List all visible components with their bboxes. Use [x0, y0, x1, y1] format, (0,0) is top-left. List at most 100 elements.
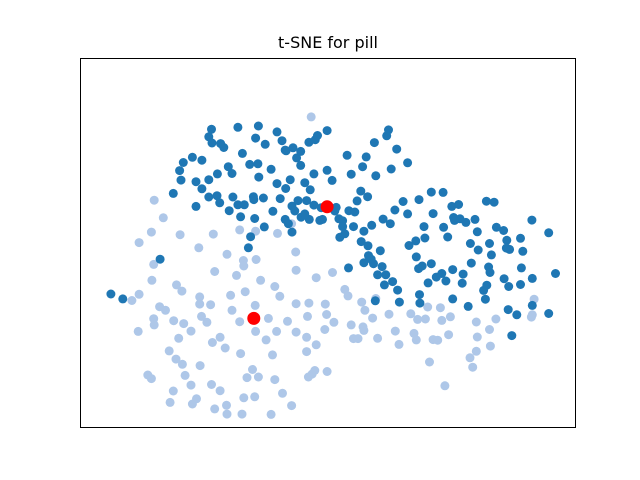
- scatter-point-class-a: [149, 259, 159, 269]
- scatter-point-class-a: [250, 300, 260, 310]
- scatter-point-class-b: [253, 121, 263, 131]
- scatter-point-class-b: [251, 133, 261, 143]
- scatter-point-class-a: [165, 397, 175, 407]
- scatter-point-class-b: [352, 196, 362, 206]
- scatter-point-class-a: [270, 282, 280, 291]
- scatter-point-class-a: [208, 229, 218, 239]
- scatter-point-class-a: [394, 339, 404, 349]
- scatter-point-class-b: [331, 202, 341, 212]
- scatter-point-class-b: [470, 214, 480, 224]
- scatter-point-class-b: [283, 219, 293, 229]
- scatter-point-class-a: [237, 409, 247, 419]
- scatter-point-class-b: [350, 207, 360, 217]
- scatter-point-class-b: [388, 277, 398, 287]
- scatter-point-class-a: [390, 326, 400, 336]
- scatter-point-class-a: [425, 357, 434, 367]
- scatter-point-class-b: [491, 222, 501, 232]
- scatter-point-class-b: [204, 192, 214, 202]
- scatter-point-class-b: [292, 153, 302, 163]
- scatter-point-class-b: [207, 138, 217, 148]
- scatter-point-class-a: [302, 347, 312, 357]
- scatter-point-class-a: [220, 343, 230, 353]
- scatter-point-class-b: [441, 276, 451, 286]
- scatter-point-class-a: [270, 375, 280, 385]
- scatter-point-class-b: [472, 227, 482, 237]
- scatter-point-class-b: [415, 290, 424, 300]
- scatter-point-class-b: [379, 280, 389, 290]
- scatter-point-class-b: [404, 241, 414, 250]
- scatter-point-class-b: [356, 186, 366, 196]
- scatter-point-class-a: [445, 312, 455, 322]
- scatter-point-class-a: [250, 392, 260, 402]
- scatter-point-class-b: [414, 195, 424, 205]
- scatter-point-class-a: [357, 297, 367, 307]
- scatter-point-class-a: [235, 317, 245, 327]
- scatter-point-class-b: [118, 294, 128, 304]
- scatter-point-class-b: [461, 217, 471, 227]
- scatter-point-class-a: [359, 325, 369, 335]
- scatter-point-class-b: [485, 268, 495, 277]
- scatter-point-class-b: [266, 164, 276, 174]
- scatter-point-class-b: [544, 309, 554, 318]
- scatter-point-class-b: [313, 131, 322, 140]
- scatter-point-class-b: [285, 175, 295, 185]
- scatter-point-class-a: [303, 311, 312, 321]
- scatter-point-class-b: [447, 201, 457, 211]
- scatter-point-class-b: [249, 195, 259, 205]
- scatter-point-class-a: [266, 409, 276, 419]
- scatter-point-class-b: [309, 169, 319, 179]
- scatter-point-class-a: [368, 313, 378, 323]
- scatter-point-class-a: [440, 381, 450, 391]
- scatter-point-class-a: [384, 309, 394, 319]
- scatter-point-class-a: [320, 325, 330, 334]
- scatter-point-class-b: [450, 215, 459, 225]
- scatter-point-class-b: [516, 263, 526, 273]
- scatter-point-class-a: [222, 400, 231, 410]
- scatter-point-class-b: [375, 246, 385, 256]
- scatter-point-class-a: [248, 365, 257, 374]
- scatter-point-class-a: [169, 316, 179, 326]
- scatter-point-class-b: [386, 164, 396, 174]
- scatter-point-class-a: [215, 332, 225, 342]
- scatter-point-class-a: [195, 292, 205, 302]
- scatter-point-class-b: [236, 212, 246, 222]
- scatter-point-class-b: [250, 214, 260, 223]
- scatter-point-class-a: [222, 409, 232, 419]
- scatter-point-class-b: [296, 160, 306, 170]
- scatter-point-class-b: [258, 193, 268, 203]
- scatter-point-class-b: [426, 187, 436, 197]
- scatter-point-class-b: [359, 258, 369, 268]
- scatter-point-class-a: [411, 335, 421, 345]
- scatter-point-class-b: [466, 258, 476, 268]
- scatter-point-class-a: [360, 305, 370, 315]
- scatter-point-class-a: [179, 319, 189, 329]
- scatter-point-class-b: [551, 269, 560, 278]
- scatter-point-class-a: [149, 195, 159, 205]
- scatter-point-class-b: [377, 262, 387, 272]
- scatter-point-class-a: [263, 313, 273, 323]
- scatter-point-class-b: [398, 197, 408, 206]
- scatter-point-class-a: [491, 314, 501, 324]
- scatter-point-class-a: [287, 401, 297, 411]
- scatter-point-class-a: [251, 326, 261, 336]
- scatter-point-class-b: [290, 206, 300, 216]
- scatter-point-class-a: [175, 230, 185, 240]
- scatter-point-class-a: [435, 303, 445, 313]
- scatter-point-class-b: [191, 201, 201, 211]
- scatter-point-class-b: [302, 196, 312, 206]
- scatter-point-class-b: [507, 331, 517, 341]
- scatter-point-class-a: [207, 380, 216, 389]
- scatter-point-class-a: [353, 334, 363, 344]
- scatter-point-class-a: [236, 349, 246, 359]
- scatter-point-class-b: [370, 296, 380, 306]
- scatter-point-class-a: [239, 261, 249, 271]
- scatter-point-class-a: [311, 340, 321, 350]
- scatter-point-class-b: [480, 294, 490, 304]
- scatter-point-class-b: [358, 162, 368, 172]
- scatter-point-class-b: [384, 125, 393, 135]
- scatter-point-class-b: [527, 300, 537, 310]
- scatter-point-class-a: [526, 312, 536, 322]
- scatter-point-class-b: [300, 209, 310, 219]
- scatter-point-class-b: [344, 263, 353, 273]
